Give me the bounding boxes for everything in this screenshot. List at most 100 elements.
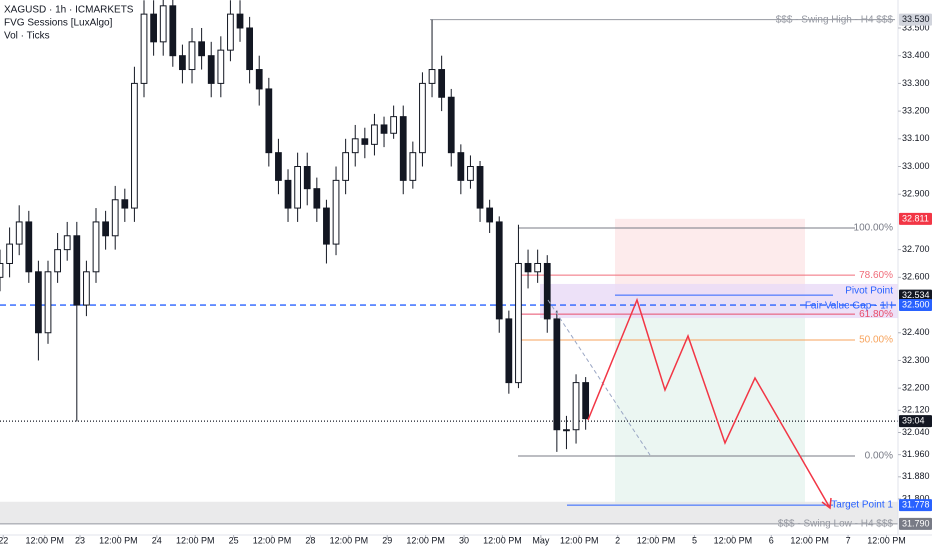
candle-body	[457, 152, 465, 181]
x-tick-label: 12:00 PM	[867, 535, 906, 545]
price-label: 39:04	[902, 416, 925, 426]
zone	[615, 218, 805, 296]
candles	[0, 0, 590, 452]
candle-body	[140, 13, 148, 84]
legend-item: XAGUSD · 1h · ICMARKETS	[4, 5, 134, 16]
candle-body	[15, 221, 23, 245]
candle-body	[390, 116, 398, 134]
candle-body	[486, 207, 494, 223]
candle-body	[428, 69, 436, 84]
price-label: 32.534	[902, 290, 930, 300]
y-tick-label: 31.880	[902, 471, 930, 481]
x-tick-label: 12:00 PM	[714, 535, 753, 545]
candle-body	[35, 271, 42, 334]
y-tick-label: 33.300	[902, 78, 930, 88]
candle-body	[495, 221, 503, 320]
candle-body	[476, 166, 484, 209]
candle-body	[159, 5, 167, 43]
y-tick-label: 32.300	[902, 355, 930, 365]
zone	[540, 283, 898, 319]
x-tick-label: 29	[382, 535, 392, 545]
candle-body	[409, 152, 417, 181]
candle-body	[131, 82, 138, 209]
candle-body	[323, 207, 330, 245]
candle-body	[284, 179, 292, 209]
price-label-bg	[899, 499, 932, 512]
candle-body	[524, 262, 532, 273]
x-tick-label: 12:00 PM	[483, 535, 522, 545]
candle-body	[207, 55, 215, 84]
y-tick-label: 33.500	[902, 22, 930, 32]
y-tick-label: 32.200	[902, 383, 930, 393]
y-tick-label: 31.960	[902, 449, 930, 459]
candle-body	[313, 188, 321, 209]
price-label-bg	[899, 299, 932, 312]
arrow-head	[821, 497, 832, 510]
candle-body	[102, 221, 109, 237]
price-label-bg	[899, 212, 932, 225]
price-label-bg	[899, 517, 932, 530]
price-label: 32.811	[902, 213, 929, 223]
y-tick-label: 33.200	[902, 105, 930, 115]
candle-body	[380, 124, 388, 134]
candle-body	[438, 69, 446, 98]
candle-body	[563, 429, 570, 432]
y-tick-label: 33.000	[902, 161, 930, 171]
y-tick-label: 32.600	[902, 272, 930, 282]
price-label: 32.500	[902, 299, 930, 309]
candle-body	[419, 82, 426, 154]
candle-body	[294, 166, 302, 209]
candle-body	[371, 124, 378, 145]
x-tick-label: 2	[615, 535, 620, 545]
x-tick-label: 28	[305, 535, 315, 545]
x-tick-label: 12:00 PM	[253, 535, 292, 545]
candle-body	[169, 5, 177, 57]
y-tick-label: 32.900	[902, 189, 930, 199]
candle-body	[150, 13, 157, 43]
level-label: $$$ - Swing Low - H4 $$$	[778, 519, 894, 530]
level-label: 61.80%	[859, 309, 893, 320]
x-tick-label: 7	[846, 535, 851, 545]
candle-body	[467, 166, 474, 181]
y-tick-label: 32.120	[902, 405, 930, 415]
level-label: Pivot Point	[845, 286, 893, 297]
zones	[0, 218, 898, 524]
level-label: 50.00%	[859, 335, 893, 346]
level-label: 100.00%	[854, 223, 894, 234]
x-tick-label: 22	[0, 535, 8, 545]
candle-body	[303, 166, 311, 190]
price-label: 33.530	[902, 14, 930, 24]
price-label-bg	[899, 289, 932, 302]
x-tick-label: 12:00 PM	[99, 535, 138, 545]
candle-body	[361, 138, 369, 145]
candle-body	[275, 152, 282, 181]
candle-body	[217, 49, 225, 84]
x-tick-label: 24	[152, 535, 162, 545]
zone	[0, 501, 898, 524]
candle-body	[399, 116, 407, 181]
projection	[547, 297, 832, 510]
candle-body	[543, 262, 551, 320]
y-tick-label: 33.400	[902, 50, 930, 60]
price-label: 31.778	[902, 499, 930, 509]
y-tick-label: 31.800	[902, 493, 930, 503]
candle-body	[25, 221, 33, 273]
path-projection	[587, 297, 831, 509]
candle-body	[351, 138, 359, 154]
price-label-bg	[899, 13, 932, 26]
candle-body	[246, 27, 254, 71]
x-tick-label: 12:00 PM	[406, 535, 445, 545]
candle-body	[447, 96, 455, 154]
level-label: Fair Value Gap - 1H	[805, 301, 893, 312]
legend-item: FVG Sessions [LuxAlgo]	[4, 18, 113, 29]
candle-body	[534, 262, 542, 273]
candle-body	[179, 55, 186, 71]
candle-body	[227, 13, 234, 51]
candle-body	[342, 152, 350, 181]
candle-body	[0, 262, 4, 278]
candle-body	[265, 88, 273, 154]
level-label: 78.60%	[859, 270, 893, 281]
candle-body	[332, 179, 340, 245]
